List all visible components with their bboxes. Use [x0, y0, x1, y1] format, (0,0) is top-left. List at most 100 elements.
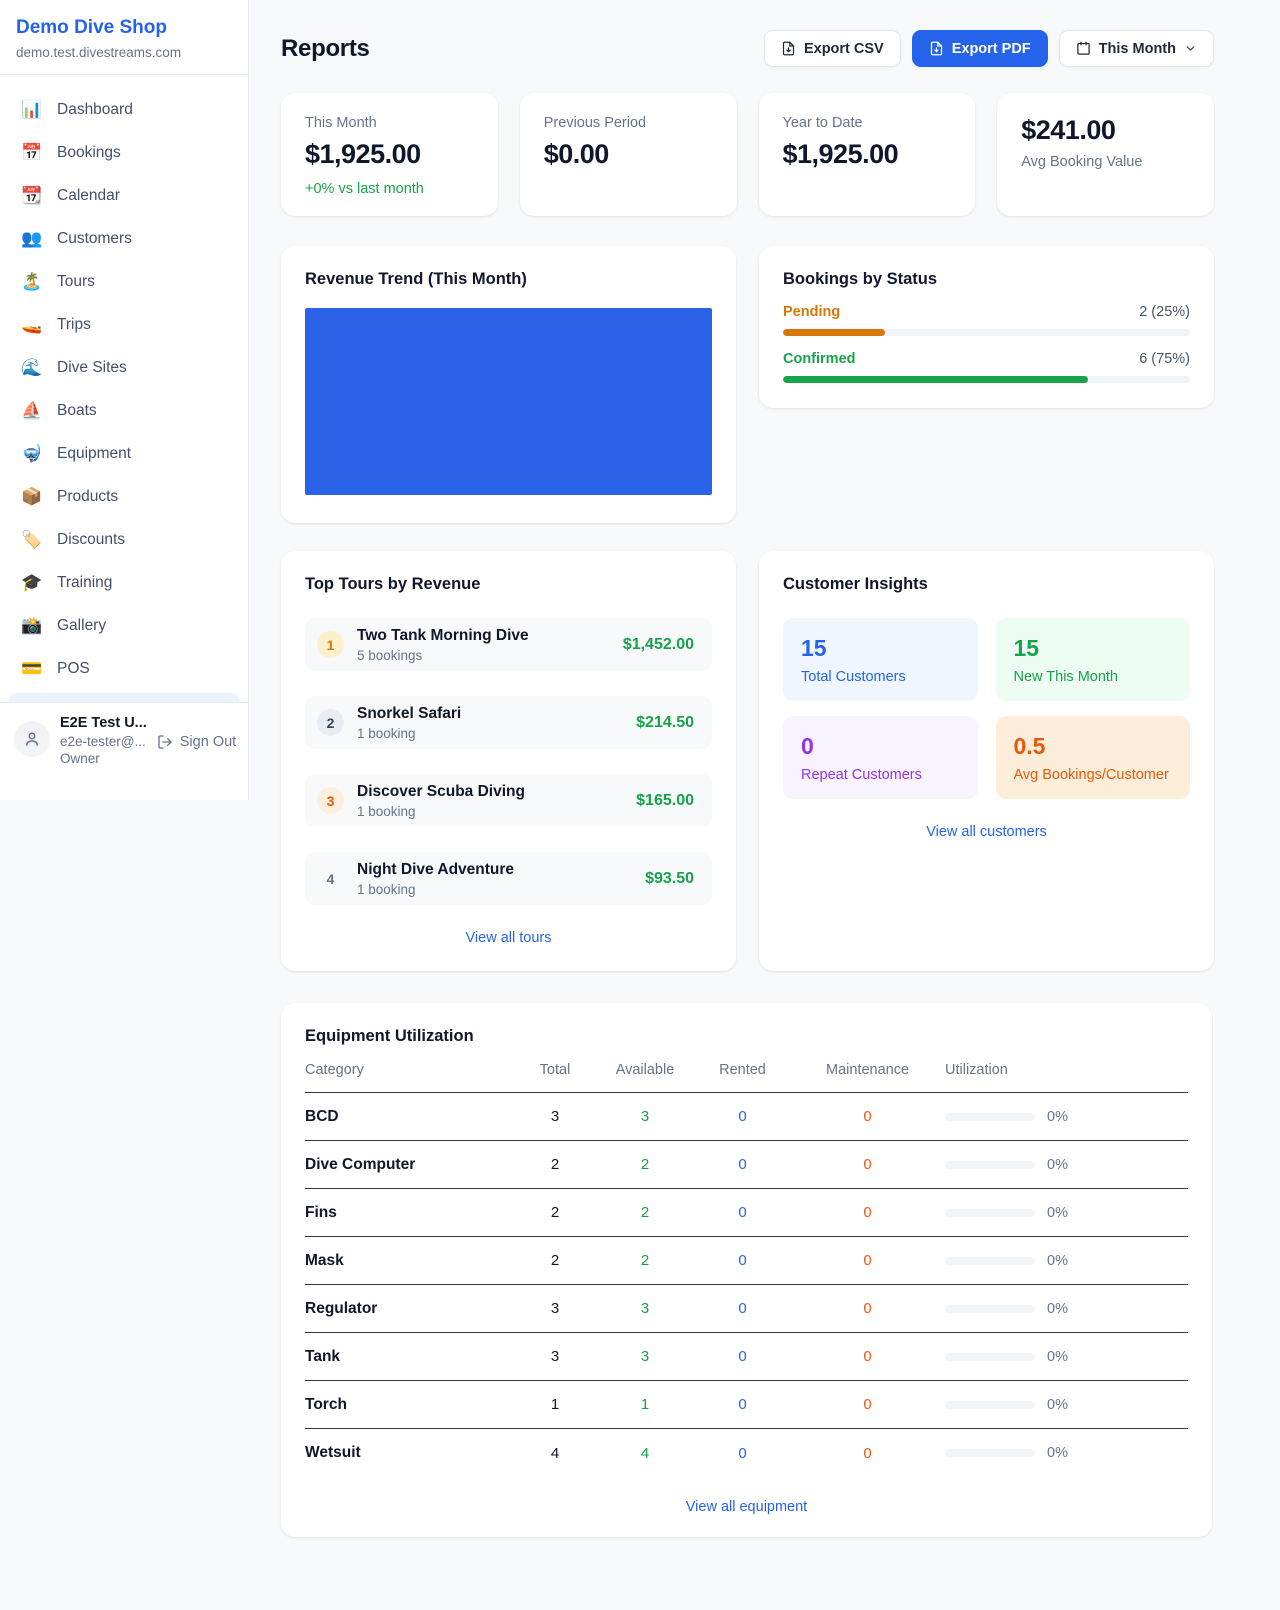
stat-value: $1,925.00	[305, 139, 421, 169]
view-all-equipment-link[interactable]: View all equipment	[685, 1499, 808, 1515]
tag-icon: 🏷️	[21, 530, 43, 549]
utilization-bar-track	[945, 1352, 1035, 1361]
bookings-by-status-title: Bookings by Status	[783, 270, 938, 288]
person-icon	[26, 732, 38, 746]
stat-cards: This Month $1,925.00 +0% vs last month P…	[281, 93, 1214, 216]
tour-name: Two Tank Morning Dive	[357, 626, 529, 644]
graduation-cap-icon: 🎓	[21, 573, 43, 592]
status-value: 2 (25%)	[1139, 304, 1190, 320]
sidebar-item-calendar[interactable]: 📆 Calendar	[8, 174, 240, 217]
stat-delta: +0% vs last month	[305, 181, 424, 197]
utilization-bar-track	[945, 1449, 1035, 1457]
cell-available: 3	[640, 1108, 650, 1125]
camera-icon: 📸	[21, 616, 43, 635]
cell-total: 4	[550, 1444, 560, 1462]
cell-maintenance: 0	[863, 1444, 872, 1462]
sidebar-item-products[interactable]: 📦 Products	[8, 475, 240, 518]
table-row: Tank 3 3 0 0 0%	[305, 1333, 1188, 1381]
insight-repeat-customers: 0 Repeat Customers	[783, 716, 978, 799]
tour-row[interactable]: 4 Night Dive Adventure 1 booking $93.50	[305, 852, 712, 905]
insight-avg-bookings-per-customer: 0.5 Avg Bookings/Customer	[995, 716, 1190, 799]
export-pdf-button[interactable]: Export PDF	[911, 30, 1048, 67]
revenue-trend-chart	[305, 308, 712, 495]
sidebar-item-label: Dashboard	[57, 100, 133, 118]
cell-category: Tank	[305, 1347, 341, 1365]
view-all-customers-link[interactable]: View all customers	[926, 824, 1047, 840]
stat-label: Year to Date	[782, 115, 863, 131]
cell-maintenance: 0	[863, 1156, 872, 1173]
sidebar-item-label: Discounts	[57, 530, 126, 548]
cell-available: 3	[640, 1348, 650, 1365]
cell-utilization: 0%	[945, 1109, 1188, 1125]
cell-rented: 0	[738, 1300, 747, 1317]
cell-maintenance: 0	[863, 1396, 872, 1413]
cell-category: Mask	[305, 1251, 344, 1269]
stat-label: Avg Booking Value	[1021, 154, 1143, 170]
status-row-pending: Pending 2 (25%)	[783, 304, 1190, 336]
sign-out-button[interactable]: Sign Out	[157, 734, 236, 750]
insight-total-customers: 15 Total Customers	[783, 618, 978, 701]
sidebar-nav: 📊 Dashboard 📅 Bookings 📆 Calendar 👥 Customer…	[0, 75, 248, 693]
cell-total: 3	[550, 1348, 560, 1365]
column-header-utilization: Utilization	[945, 1062, 1008, 1078]
cell-maintenance: 0	[863, 1252, 872, 1269]
main-content: Reports Export CSV Export PDF This Month	[249, 0, 1280, 1537]
cell-rented: 0	[738, 1348, 747, 1365]
utilization-percent: 0%	[1047, 1300, 1068, 1317]
cell-utilization: 0%	[945, 1349, 1188, 1365]
sidebar-item-trips[interactable]: 🚤 Trips	[8, 303, 240, 346]
utilization-percent: 0%	[1047, 1445, 1068, 1461]
export-csv-button[interactable]: Export CSV	[763, 30, 901, 67]
cell-rented: 0	[738, 1156, 747, 1173]
sidebar-item-reports-partial[interactable]	[8, 693, 240, 702]
cell-available: 2	[640, 1252, 650, 1269]
utilization-percent: 0%	[1047, 1396, 1068, 1413]
utilization-percent: 0%	[1047, 1252, 1068, 1269]
cell-maintenance: 0	[863, 1108, 872, 1125]
sidebar-item-training[interactable]: 🎓 Training	[8, 561, 240, 604]
period-dropdown[interactable]: This Month	[1058, 30, 1214, 67]
cell-rented: 0	[738, 1396, 747, 1413]
tour-row[interactable]: 3 Discover Scuba Diving 1 booking $165.00	[305, 774, 712, 827]
cell-total: 2	[550, 1252, 560, 1269]
sidebar-item-label: Tours	[57, 272, 95, 290]
island-icon: 🏝️	[21, 272, 43, 291]
chevron-down-icon	[1186, 46, 1195, 51]
stat-label: This Month	[305, 115, 377, 131]
insights-row: Top Tours by Revenue 1 Two Tank Morning …	[281, 551, 1214, 971]
cell-utilization: 0%	[945, 1397, 1188, 1413]
sidebar: Demo Dive Shop demo.test.divestreams.com…	[0, 0, 249, 800]
sidebar-item-gallery[interactable]: 📸 Gallery	[8, 604, 240, 647]
stat-label: Previous Period	[543, 115, 647, 131]
sidebar-user-footer: E2E Test U... e2e-tester@... Owner Sign …	[0, 702, 248, 780]
rank-badge: 2	[317, 709, 344, 736]
charts-row: Revenue Trend (This Month) Bookings by S…	[281, 246, 1214, 523]
customer-insights-card: Customer Insights 15 Total Customers 15 …	[759, 551, 1214, 971]
sidebar-item-label: Calendar	[57, 186, 120, 204]
utilization-bar-track	[945, 1160, 1035, 1169]
view-all-tours-link[interactable]: View all tours	[465, 930, 552, 946]
cell-category: Fins	[305, 1203, 337, 1221]
sidebar-item-pos[interactable]: 💳 POS	[8, 647, 240, 690]
sidebar-item-dashboard[interactable]: 📊 Dashboard	[8, 88, 240, 131]
page-header: Reports Export CSV Export PDF This Month	[281, 30, 1214, 67]
cell-total: 2	[550, 1156, 560, 1173]
equipment-utilization-title: Equipment Utilization	[305, 1027, 474, 1045]
sidebar-item-equipment[interactable]: 🤿 Equipment	[8, 432, 240, 475]
sidebar-item-label: POS	[57, 659, 90, 677]
sidebar-item-discounts[interactable]: 🏷️ Discounts	[8, 518, 240, 561]
sidebar-item-customers[interactable]: 👥 Customers	[8, 217, 240, 260]
tour-bookings: 1 booking	[357, 803, 416, 819]
insight-label: Repeat Customers	[801, 767, 922, 783]
cell-category: BCD	[305, 1107, 339, 1125]
cell-total: 1	[550, 1396, 560, 1413]
sidebar-item-bookings[interactable]: 📅 Bookings	[8, 131, 240, 174]
tour-row[interactable]: 1 Two Tank Morning Dive 5 bookings $1,452…	[305, 618, 712, 671]
status-bar-track	[783, 376, 1190, 383]
sidebar-item-tours[interactable]: 🏝️ Tours	[8, 260, 240, 303]
tour-row[interactable]: 2 Snorkel Safari 1 booking $214.50	[305, 696, 712, 749]
stat-card-avg-booking-value: $241.00 Avg Booking Value	[997, 93, 1214, 216]
cell-available: 2	[640, 1204, 650, 1221]
sidebar-item-dive-sites[interactable]: 🌊 Dive Sites	[8, 346, 240, 389]
sidebar-item-boats[interactable]: ⛵ Boats	[8, 389, 240, 432]
